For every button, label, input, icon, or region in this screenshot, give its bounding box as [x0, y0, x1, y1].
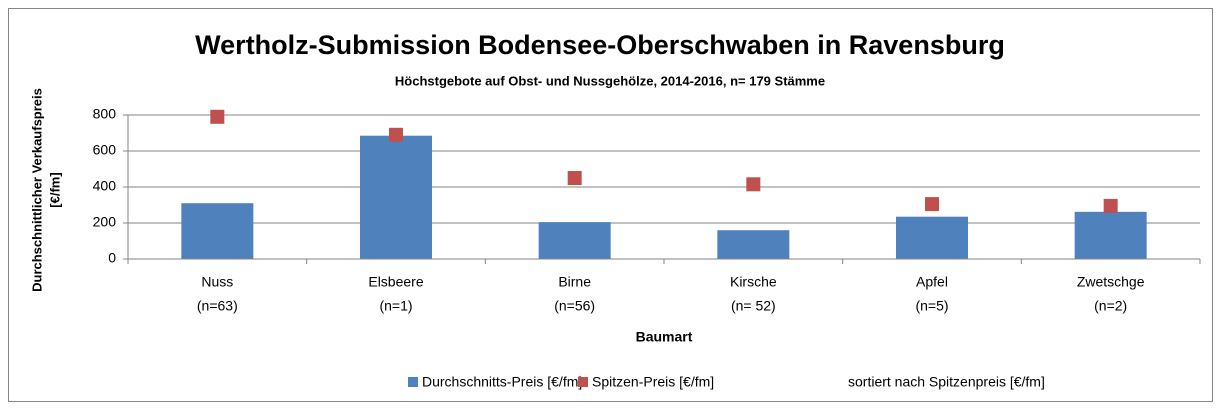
marker	[389, 127, 403, 142]
x-tick-count: (n=63)	[197, 298, 238, 314]
bar	[538, 222, 611, 259]
bar	[1074, 211, 1147, 259]
marker	[925, 197, 939, 212]
x-tick-label: Birne	[558, 274, 591, 290]
marker	[210, 109, 225, 124]
legend-note: sortiert nach Spitzenpreis [€/fm]	[848, 374, 1045, 390]
y-tick-label: 400	[93, 178, 117, 194]
marker	[1103, 198, 1118, 213]
legend-swatch	[408, 377, 418, 387]
marker	[746, 177, 761, 192]
y-tick-label: 200	[93, 214, 117, 230]
x-tick-label: Kirsche	[730, 274, 777, 290]
x-tick-label: Apfel	[916, 274, 948, 290]
y-label-line: [€/fm]	[47, 172, 62, 207]
x-tick-label: Nuss	[201, 274, 233, 290]
y-label-line: Durchschnittlicher Verkaufspreis	[29, 88, 44, 292]
x-tick-label: Elsbeere	[368, 274, 423, 290]
legend-label: Durchschnitts-Preis [€/fm]	[422, 374, 582, 390]
x-tick-label: Zwetschge	[1077, 274, 1145, 290]
legend-label: Spitzen-Preis [€/fm]	[592, 374, 714, 390]
x-tick-count: (n=2)	[1094, 298, 1127, 314]
bar	[896, 216, 968, 259]
x-tick-count: (n=5)	[915, 298, 948, 314]
marker	[567, 171, 582, 185]
legend-swatch	[578, 377, 588, 387]
x-tick-count: (n=1)	[379, 298, 412, 314]
y-axis-label: Durchschnittlicher Verkaufspreis [€/fm]	[29, 88, 62, 292]
y-tick-label: 600	[93, 142, 117, 158]
bar	[181, 203, 254, 259]
x-tick-count: (n=56)	[554, 298, 595, 314]
y-tick-label: 800	[93, 106, 117, 122]
chart-title: Wertholz-Submission Bodensee-Oberschwabe…	[195, 30, 1005, 60]
chart-subtitle: Höchstgebote auf Obst- und Nussgehölze, …	[395, 73, 825, 88]
bar	[360, 135, 432, 259]
bar	[717, 230, 790, 259]
x-axis-label: Baumart	[636, 329, 693, 345]
x-tick-count: (n= 52)	[731, 298, 776, 314]
y-tick-label: 0	[108, 250, 116, 266]
